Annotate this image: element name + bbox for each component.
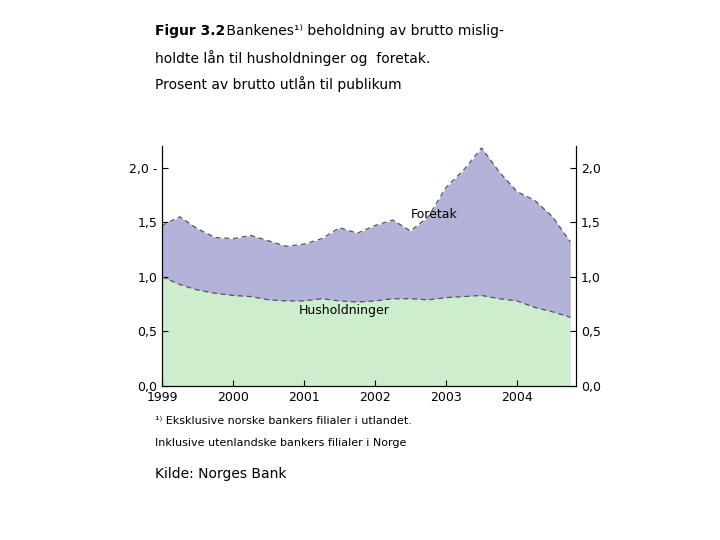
Text: Kilde: Norges Bank: Kilde: Norges Bank — [155, 467, 287, 481]
Text: ¹⁾ Eksklusive norske bankers filialer i utlandet.: ¹⁾ Eksklusive norske bankers filialer i … — [155, 416, 412, 426]
Text: Figur 3.2: Figur 3.2 — [155, 24, 225, 38]
Text: Inklusive utenlandske bankers filialer i Norge: Inklusive utenlandske bankers filialer i… — [155, 438, 406, 449]
Text: holdte lån til husholdninger og  foretak.: holdte lån til husholdninger og foretak. — [155, 50, 430, 66]
Text: Foretak: Foretak — [410, 208, 457, 221]
Text: Husholdninger: Husholdninger — [299, 304, 390, 317]
Text: Prosent av brutto utlån til publikum: Prosent av brutto utlån til publikum — [155, 76, 402, 92]
Text: Bankenes¹⁾ beholdning av brutto mislig-: Bankenes¹⁾ beholdning av brutto mislig- — [222, 24, 503, 38]
